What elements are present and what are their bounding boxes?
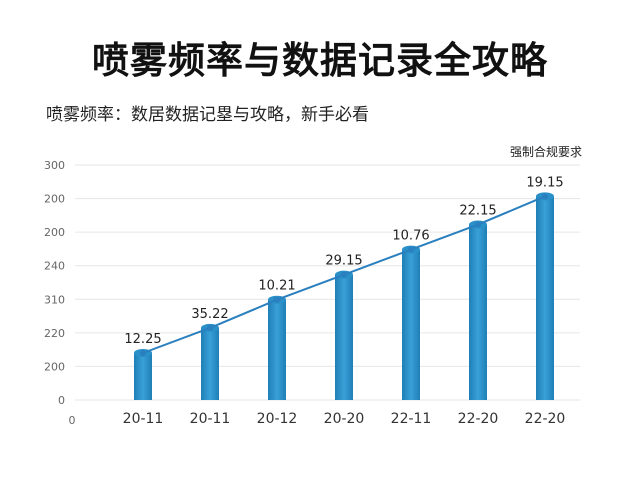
data-label: 10.76 [392, 229, 429, 244]
data-label: 12.25 [124, 332, 161, 347]
bar [134, 353, 152, 400]
trend-point [140, 350, 146, 356]
trend-point [207, 324, 213, 331]
data-label: 19.15 [526, 175, 563, 190]
y-tick-label: 0 [58, 394, 65, 407]
bar [469, 224, 487, 400]
x-tick-label: 20-12 [257, 411, 298, 427]
bar [402, 249, 420, 400]
chart-subtitle: 喷雾频率：数居数据记塁与攻略，新手必看 [46, 105, 369, 125]
y-tick-label: 200 [44, 360, 65, 373]
chart-note: 强制合规要求 [510, 145, 583, 159]
trend-point [408, 246, 414, 253]
x-origin-label: 0 [69, 414, 76, 427]
page-title: 喷雾频率与数据记录全攻略 [92, 39, 548, 82]
bar [268, 299, 286, 400]
data-label: 10.21 [258, 279, 295, 294]
data-label: 29.15 [325, 254, 362, 269]
x-tick-label: 20-11 [123, 411, 164, 427]
y-tick-label: 220 [44, 327, 65, 340]
data-label: 35.22 [191, 307, 228, 322]
trend-point [341, 271, 347, 278]
x-tick-label: 22-20 [458, 411, 499, 427]
y-tick-label: 310 [44, 293, 65, 306]
y-tick-label: 300 [44, 159, 65, 172]
data-label: 22.15 [459, 204, 496, 219]
bar [536, 196, 554, 400]
bar [201, 327, 219, 400]
y-tick-label: 200 [44, 226, 65, 239]
trend-point [542, 193, 548, 200]
trend-point [475, 221, 481, 228]
x-tick-label: 20-11 [190, 411, 231, 427]
y-tick-label: 240 [44, 260, 65, 273]
x-tick-label: 22-20 [525, 411, 566, 427]
x-tick-label: 20-20 [324, 411, 365, 427]
bar [335, 274, 353, 400]
x-tick-label: 22-11 [391, 411, 432, 427]
y-tick-label: 200 [44, 193, 65, 206]
trend-point [274, 296, 280, 303]
